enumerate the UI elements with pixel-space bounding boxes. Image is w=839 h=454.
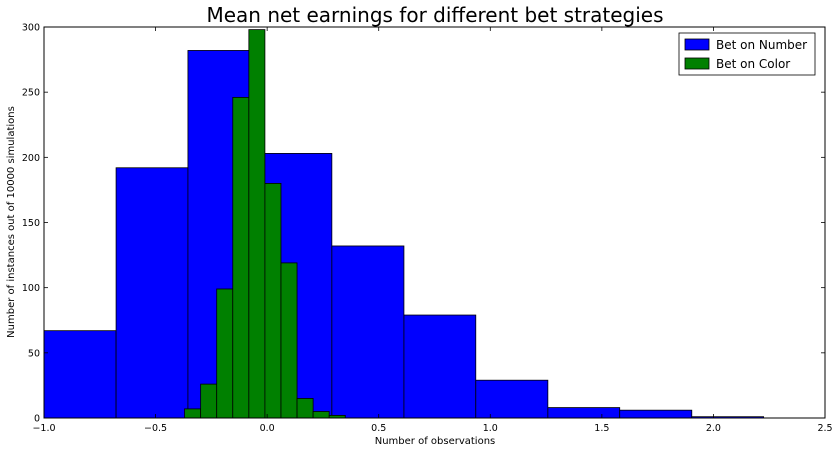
- legend-label: Bet on Color: [716, 57, 790, 71]
- histogram-bar-series-1-bin-6: [403, 314, 477, 419]
- histogram-bar-series-2-bin-7: [280, 262, 298, 419]
- x-axis-label: Number of observations: [375, 436, 496, 447]
- y-tick-label: 150: [22, 218, 40, 229]
- ticks-layer: −1.0 −0.5 0.0 0.5 1.0 1.5 2.0 2.5 0 50 100 150 200 25…: [22, 23, 833, 435]
- histogram-bar-series-1-bin-8: [547, 407, 621, 419]
- histogram-bar-series-2-bin-2: [200, 383, 218, 419]
- histogram-bar-series-2-bin-6: [264, 182, 282, 419]
- histogram-bar-series-2-bin-8: [296, 398, 314, 419]
- legend-label: Bet on Number: [716, 38, 807, 52]
- x-tick-label: −1.0: [32, 423, 55, 434]
- histogram-bar-series-1-bin-5: [331, 245, 405, 419]
- histogram-bar-series-1-bin-7: [475, 379, 549, 419]
- bars-layer: [43, 29, 765, 419]
- legend: Bet on Number Bet on Color: [678, 32, 816, 76]
- x-tick-label: 0.5: [371, 423, 386, 434]
- histogram-bar-series-2-bin-1: [184, 408, 202, 419]
- y-tick-label: 100: [22, 283, 40, 294]
- y-tick-label: 0: [34, 414, 40, 425]
- x-tick-label: 1.5: [594, 423, 609, 434]
- x-tick-label: 1.0: [483, 423, 498, 434]
- x-tick-label: −0.5: [144, 423, 167, 434]
- y-tick-label: 200: [22, 153, 40, 164]
- histogram-bar-series-1-bin-2: [115, 167, 189, 419]
- histogram-bar-series-2-bin-9: [312, 411, 330, 419]
- chart-title: Mean net earnings for different bet stra…: [206, 3, 663, 27]
- y-axis-label: Number of instances out of 10000 simulat…: [6, 106, 17, 338]
- histogram-bar-series-2-bin-5: [248, 29, 266, 419]
- histogram-bar-series-1-bin-1: [43, 330, 117, 419]
- legend-swatch: [684, 57, 710, 70]
- legend-swatch: [684, 38, 710, 51]
- histogram-bar-series-2-bin-3: [216, 288, 234, 419]
- x-tick-label: 0.0: [260, 423, 275, 434]
- histogram-bar-series-1-bin-9: [619, 409, 693, 419]
- x-tick-label: 2.5: [817, 423, 832, 434]
- y-tick-label: 250: [22, 88, 40, 99]
- y-tick-label: 300: [22, 23, 40, 34]
- y-tick-label: 50: [28, 348, 40, 359]
- x-tick-label: 2.0: [706, 423, 721, 434]
- histogram-bar-series-2-bin-4: [232, 96, 250, 419]
